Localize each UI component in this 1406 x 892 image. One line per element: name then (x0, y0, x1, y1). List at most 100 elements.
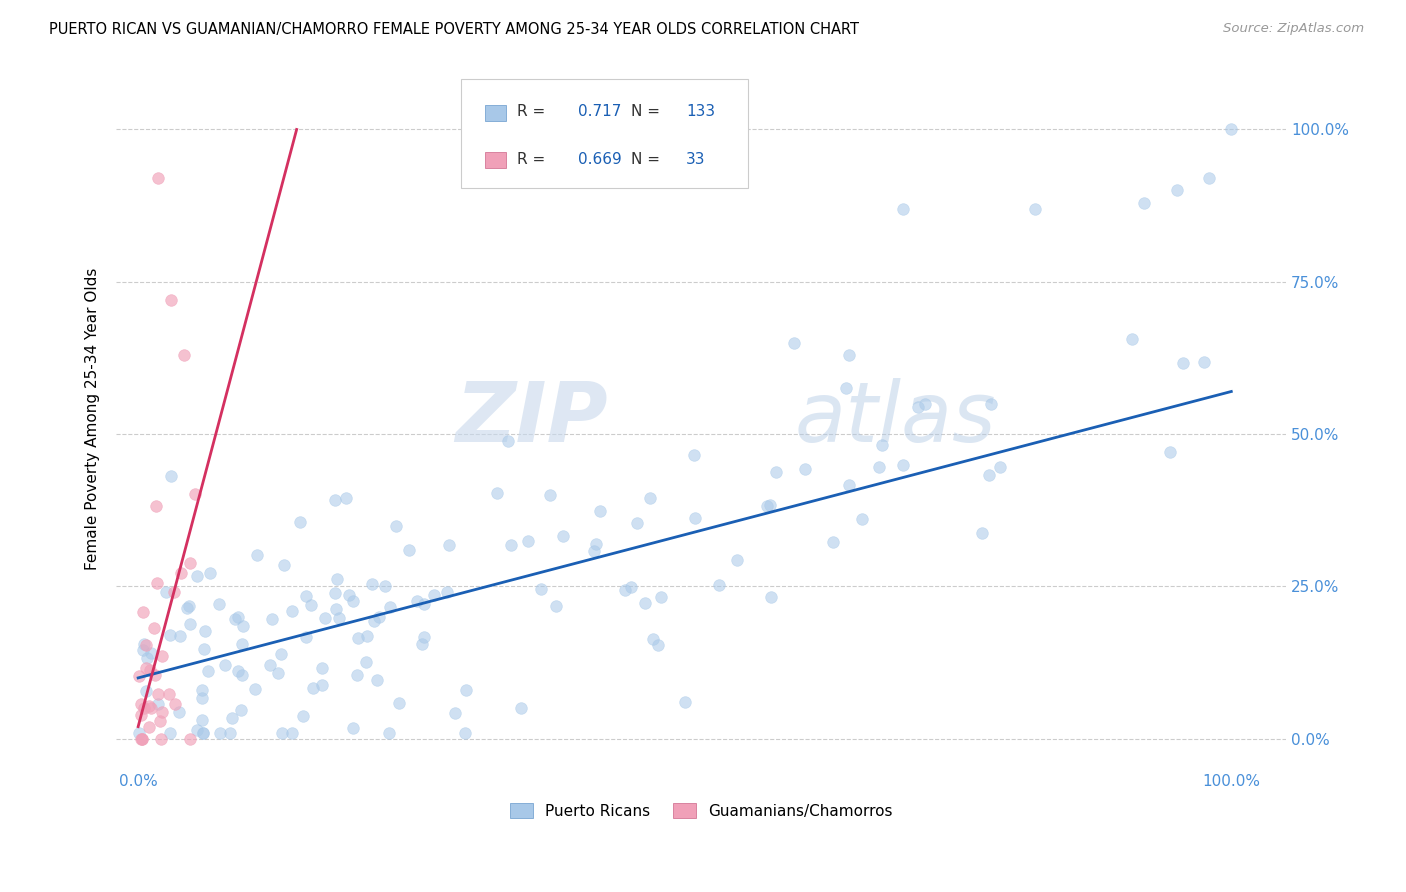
Point (135, 683, 157, 698)
Point (170, 566, 193, 580)
Point (1220, 122, 1243, 136)
Point (273, 558, 295, 572)
Point (325, 602, 347, 616)
Point (342, 593, 364, 607)
Point (139, 700, 162, 714)
Point (761, 590, 783, 604)
Point (131, 731, 153, 746)
Point (146, 575, 169, 590)
FancyBboxPatch shape (485, 104, 506, 121)
Point (378, 600, 401, 615)
Point (208, 597, 231, 611)
Point (160, 293, 183, 307)
Point (138, 699, 160, 714)
Text: PUERTO RICAN VS GUAMANIAN/CHAMORRO FEMALE POVERTY AMONG 25-34 YEAR OLDS CORRELAT: PUERTO RICAN VS GUAMANIAN/CHAMORRO FEMAL… (49, 22, 859, 37)
Point (197, 664, 219, 678)
Point (138, 720, 160, 734)
Point (1024, 202, 1046, 216)
Point (641, 632, 664, 647)
Point (139, 663, 162, 677)
Point (422, 588, 444, 602)
Point (150, 731, 173, 746)
Point (159, 725, 181, 739)
Text: N =: N = (631, 103, 659, 119)
Point (231, 668, 253, 682)
Point (970, 526, 993, 541)
Point (146, 697, 169, 711)
Point (143, 622, 166, 636)
Point (226, 610, 249, 624)
Point (224, 612, 246, 626)
Point (169, 629, 191, 643)
Point (585, 536, 607, 550)
Point (214, 657, 236, 672)
Point (685, 510, 707, 524)
Point (363, 614, 385, 628)
Point (176, 601, 198, 615)
Point (128, 725, 150, 739)
Point (131, 731, 153, 746)
Text: 133: 133 (686, 103, 716, 119)
Legend: Puerto Ricans, Guamanians/Chamorros: Puerto Ricans, Guamanians/Chamorros (503, 797, 898, 825)
Point (977, 468, 1000, 483)
Point (870, 437, 893, 451)
Point (226, 664, 249, 678)
Text: 33: 33 (686, 153, 706, 167)
Point (323, 493, 346, 508)
Point (1192, 355, 1215, 369)
Point (231, 703, 253, 717)
Point (149, 714, 172, 728)
Point (388, 696, 411, 710)
Point (530, 582, 553, 596)
Point (1133, 195, 1156, 210)
Point (221, 711, 243, 725)
Point (485, 486, 508, 500)
Point (1166, 183, 1188, 197)
Point (132, 643, 155, 657)
Point (173, 348, 195, 362)
FancyBboxPatch shape (461, 79, 748, 187)
Point (191, 683, 214, 698)
Point (245, 681, 267, 696)
Point (193, 725, 215, 739)
Point (183, 487, 205, 501)
Point (354, 656, 377, 670)
Point (179, 617, 201, 632)
Point (288, 515, 311, 529)
Point (613, 583, 636, 598)
Point (673, 695, 696, 709)
Point (634, 596, 657, 610)
Point (208, 725, 231, 739)
Text: R =: R = (517, 153, 546, 167)
Point (620, 580, 643, 594)
Point (157, 688, 180, 702)
Point (443, 706, 465, 720)
Point (373, 578, 395, 592)
Text: atlas: atlas (794, 378, 997, 459)
Text: ZIP: ZIP (456, 378, 607, 459)
Point (159, 628, 181, 642)
Point (135, 650, 157, 665)
Point (259, 658, 281, 673)
Point (145, 500, 167, 514)
Point (146, 171, 169, 186)
Point (347, 631, 370, 645)
Point (413, 631, 436, 645)
Point (191, 713, 214, 727)
Point (516, 534, 538, 549)
Point (366, 673, 388, 687)
Point (891, 458, 914, 472)
Point (589, 504, 612, 518)
Point (294, 631, 316, 645)
Text: 0.717: 0.717 (578, 103, 621, 119)
Point (292, 709, 315, 723)
Point (179, 599, 201, 613)
Point (135, 661, 157, 675)
Point (143, 667, 166, 681)
Point (326, 572, 349, 586)
Point (1159, 445, 1181, 459)
Point (150, 648, 173, 663)
FancyBboxPatch shape (485, 152, 506, 168)
Point (270, 647, 292, 661)
Point (163, 697, 186, 711)
